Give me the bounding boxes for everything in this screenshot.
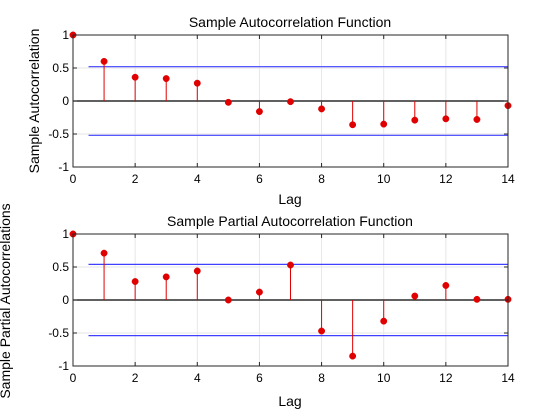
pacf-xtick-label: 14 — [501, 371, 515, 385]
pacf-stem-marker — [131, 278, 139, 285]
acf-panel: Sample Autocorrelation Function Lag Samp… — [26, 14, 515, 207]
pacf-stem-marker — [100, 249, 108, 257]
acf-ytick-label: 0.5 — [52, 61, 69, 75]
acf-ytick-label: -1 — [58, 160, 69, 174]
acf-xlabel: Lag — [278, 191, 301, 207]
acf-xtick-label: 6 — [256, 172, 263, 186]
pacf-stem-marker — [318, 327, 326, 335]
acf-stem-marker — [131, 73, 139, 81]
acf-title: Sample Autocorrelation Function — [189, 14, 391, 30]
acf-xtick-label: 10 — [377, 172, 391, 186]
acf-xtick-label: 0 — [70, 172, 77, 186]
pacf-xtick-label: 2 — [132, 371, 139, 385]
pacf-stem-marker — [473, 295, 481, 303]
acf-stem-marker — [473, 116, 481, 123]
pacf-xtick-label: 12 — [439, 371, 453, 385]
pacf-xlabel: Lag — [278, 393, 301, 409]
pacf-ytick-label: 0 — [62, 293, 69, 307]
acf-ylabel: Sample Autocorrelation — [26, 29, 42, 174]
acf-xtick-label: 14 — [501, 172, 515, 186]
acf-stem-marker — [318, 105, 326, 113]
pacf-ytick-label: 1 — [62, 227, 69, 241]
pacf-ytick-label: -1 — [58, 359, 69, 373]
pacf-ytick-label: -0.5 — [48, 326, 69, 340]
pacf-panel: Sample Partial Autocorrelation Function … — [0, 203, 515, 409]
acf-xtick-label: 4 — [194, 172, 201, 186]
pacf-stem-marker — [442, 282, 450, 289]
pacf-xtick-label: 4 — [194, 371, 201, 385]
acf-ytick-label: -0.5 — [48, 127, 69, 141]
acf-stem-marker — [255, 108, 263, 116]
pacf-xtick-label: 10 — [377, 371, 391, 385]
pacf-stem-marker — [287, 261, 294, 269]
acf-stem-marker — [162, 75, 170, 83]
acf-stem-marker — [442, 115, 450, 123]
acf-stem-marker — [100, 57, 108, 65]
acf-stem-marker — [224, 98, 232, 106]
acf-ytick-label: 0 — [62, 94, 69, 108]
pacf-title: Sample Partial Autocorrelation Function — [167, 213, 413, 229]
acf-stem-marker — [287, 98, 294, 106]
acf-xtick-label: 12 — [439, 172, 453, 186]
pacf-xtick-label: 6 — [256, 371, 263, 385]
pacf-stem-marker — [349, 352, 357, 360]
pacf-ytick-label: 0.5 — [52, 260, 69, 274]
acf-stem-marker — [193, 79, 201, 87]
pacf-xtick-label: 8 — [318, 371, 325, 385]
pacf-stem-marker — [193, 267, 201, 275]
pacf-stem-marker — [224, 296, 232, 304]
acf-xtick-label: 2 — [132, 172, 139, 186]
pacf-stem-marker — [380, 317, 388, 325]
pacf-stem-marker — [162, 273, 170, 281]
acf-stem-marker — [380, 120, 388, 128]
pacf-stem-marker — [411, 292, 419, 300]
acf-stem-marker — [411, 116, 419, 124]
pacf-xtick-label: 0 — [70, 371, 77, 385]
acf-ytick-label: 1 — [62, 28, 69, 42]
acf-stem-marker — [349, 121, 357, 129]
pacf-ylabel: Sample Partial Autocorrelations — [0, 203, 13, 398]
acf-xtick-label: 8 — [318, 172, 325, 186]
pacf-stem-marker — [255, 288, 263, 296]
